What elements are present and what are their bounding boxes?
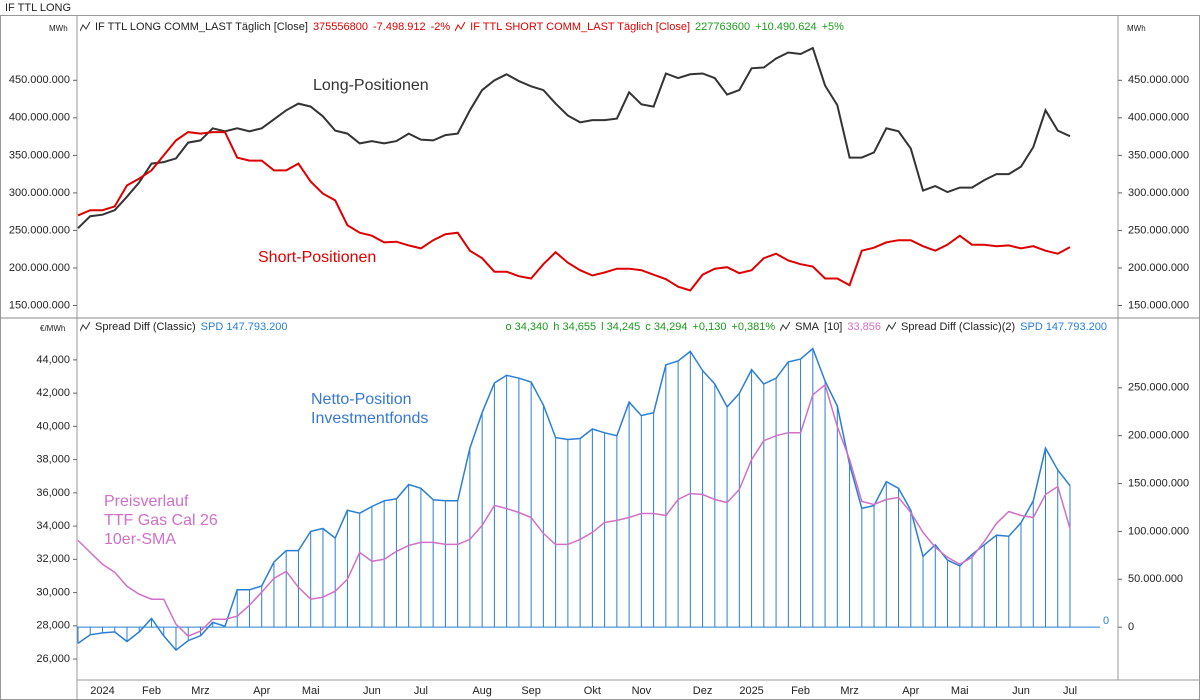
x-tick-label: Okt	[584, 685, 601, 697]
legend-last: SPD 147.793.200	[200, 321, 288, 333]
y-tick-label: 250.000.000	[9, 224, 70, 236]
y-tick-label: 30,000	[36, 586, 70, 598]
y-tick-label: 28,000	[36, 620, 70, 632]
x-tick-label: Jul	[414, 685, 428, 697]
legend-last: 33,856	[847, 321, 882, 333]
legend-change-pct: +5%	[821, 21, 844, 33]
legend-last: 227763600	[695, 21, 751, 33]
x-tick-label: Feb	[791, 685, 810, 697]
annotation: Netto-Position	[311, 391, 412, 408]
y-tick-label: 200.000.000	[9, 262, 70, 274]
y-tick-label: 300.000.000	[9, 187, 70, 199]
y2-tick-label: 350.000.000	[1128, 149, 1189, 161]
y-tick-label: 26,000	[36, 653, 70, 665]
series-line	[77, 46, 1071, 229]
x-tick-label: Jul	[1063, 685, 1077, 697]
x-tick-label: Mrz	[840, 685, 858, 697]
y-tick-label: 450.000.000	[9, 74, 70, 86]
y2-tick-label: 250.000.000	[1128, 382, 1189, 394]
y2-tick-label: 400.000.000	[1128, 112, 1189, 124]
y2-tick-label: 200.000.000	[1128, 262, 1189, 274]
icon	[886, 322, 897, 332]
bar-outline	[77, 347, 1071, 652]
ohlc: o 34,340	[505, 321, 549, 333]
legend-name: SMA	[795, 321, 820, 333]
y2-tick-label: 300.000.000	[1128, 187, 1189, 199]
legend-param: [10]	[824, 321, 843, 333]
unit-right: MWh	[1127, 24, 1146, 33]
legend-change-pct: -2%	[430, 21, 451, 33]
legend-last: SPD 147.793.200	[1020, 321, 1107, 333]
ohlc: +0,130	[692, 321, 727, 333]
y2-tick-label: 100.000.000	[1128, 525, 1189, 537]
x-tick-label: 2024	[90, 685, 114, 697]
y2-tick-label: 150.000.000	[1128, 477, 1189, 489]
x-tick-label: Sep	[521, 685, 541, 697]
y2-tick-label: 50.000.000	[1128, 573, 1183, 585]
ohlc: l 34,245	[601, 321, 641, 333]
x-tick-label: Jun	[363, 685, 381, 697]
y2-tick-label: 450.000.000	[1128, 74, 1189, 86]
icon	[80, 322, 90, 332]
y2-tick-label: 150.000.000	[1128, 299, 1189, 311]
icon	[780, 322, 791, 332]
legend: IF TTL LONG COMM_LAST Täglich [Close] 37…	[80, 21, 844, 33]
series-line	[77, 131, 1071, 292]
legend-name: IF TTL LONG COMM_LAST Täglich [Close]	[95, 21, 308, 33]
x-tick-label: 2025	[739, 685, 763, 697]
y2-tick-label: 0	[1128, 621, 1134, 633]
legend-name: Spread Diff (Classic)(2)	[901, 321, 1016, 333]
y2-tick-label: 200.000.000	[1128, 430, 1189, 442]
icon	[455, 22, 466, 32]
series-line	[77, 383, 1071, 637]
x-tick-label: Jun	[1012, 685, 1030, 697]
window-title: IF TTL LONG	[5, 2, 72, 14]
x-tick-label: Mrz	[191, 685, 209, 697]
y-tick-label: 32,000	[36, 553, 70, 565]
legend-name: IF TTL SHORT COMM_LAST Täglich [Close]	[470, 21, 691, 33]
y-tick-label: 44,000	[36, 354, 70, 366]
y-tick-label: 400.000.000	[9, 112, 70, 124]
x-tick-label: Apr	[902, 685, 919, 697]
y2-tick-label: 250.000.000	[1128, 224, 1189, 236]
unit-left: €/MWh	[40, 324, 66, 333]
y-tick-label: 350.000.000	[9, 149, 70, 161]
x-tick-label: Mai	[302, 685, 320, 697]
legend-change: -7.498.912	[373, 21, 426, 33]
x-tick-label: Feb	[142, 685, 161, 697]
legend-change: +10.490.624	[755, 21, 817, 33]
ohlc: h 34,655	[553, 321, 597, 333]
y-tick-label: 42,000	[36, 387, 70, 399]
x-tick-label: Dez	[693, 685, 713, 697]
x-tick-label: Nov	[632, 685, 652, 697]
frame	[0, 15, 1200, 700]
annotation: Investmentfonds	[311, 410, 428, 427]
y-tick-label: 34,000	[36, 520, 70, 532]
legend: Spread Diff (Classic) SPD 147.793.200	[80, 321, 288, 333]
y-tick-label: 36,000	[36, 487, 70, 499]
legend-name: Spread Diff (Classic)	[95, 321, 196, 333]
annotation: TTF Gas Cal 26	[104, 512, 218, 529]
x-tick-label: Aug	[472, 685, 492, 697]
x-tick-label: Mai	[951, 685, 969, 697]
y-tick-label: 40,000	[36, 420, 70, 432]
legend-last: 375556800	[312, 21, 368, 33]
annotation: 10er-SMA	[104, 531, 176, 548]
x-tick-label: Apr	[253, 685, 270, 697]
baseline-label: 0	[1103, 615, 1109, 627]
y-tick-label: 150.000.000	[9, 299, 70, 311]
y-tick-label: 38,000	[36, 454, 70, 466]
ohlc: +0,381%	[731, 321, 776, 333]
annotation: Long-Positionen	[313, 77, 429, 94]
annotation: Preisverlauf	[104, 493, 189, 510]
legend: o 34,340 h 34,655 l 34,245 c 34,294 +0,1…	[505, 321, 1107, 333]
annotation: Short-Positionen	[258, 249, 376, 266]
unit-left: MWh	[49, 24, 68, 33]
ohlc: c 34,294	[645, 321, 688, 333]
icon	[80, 22, 90, 32]
